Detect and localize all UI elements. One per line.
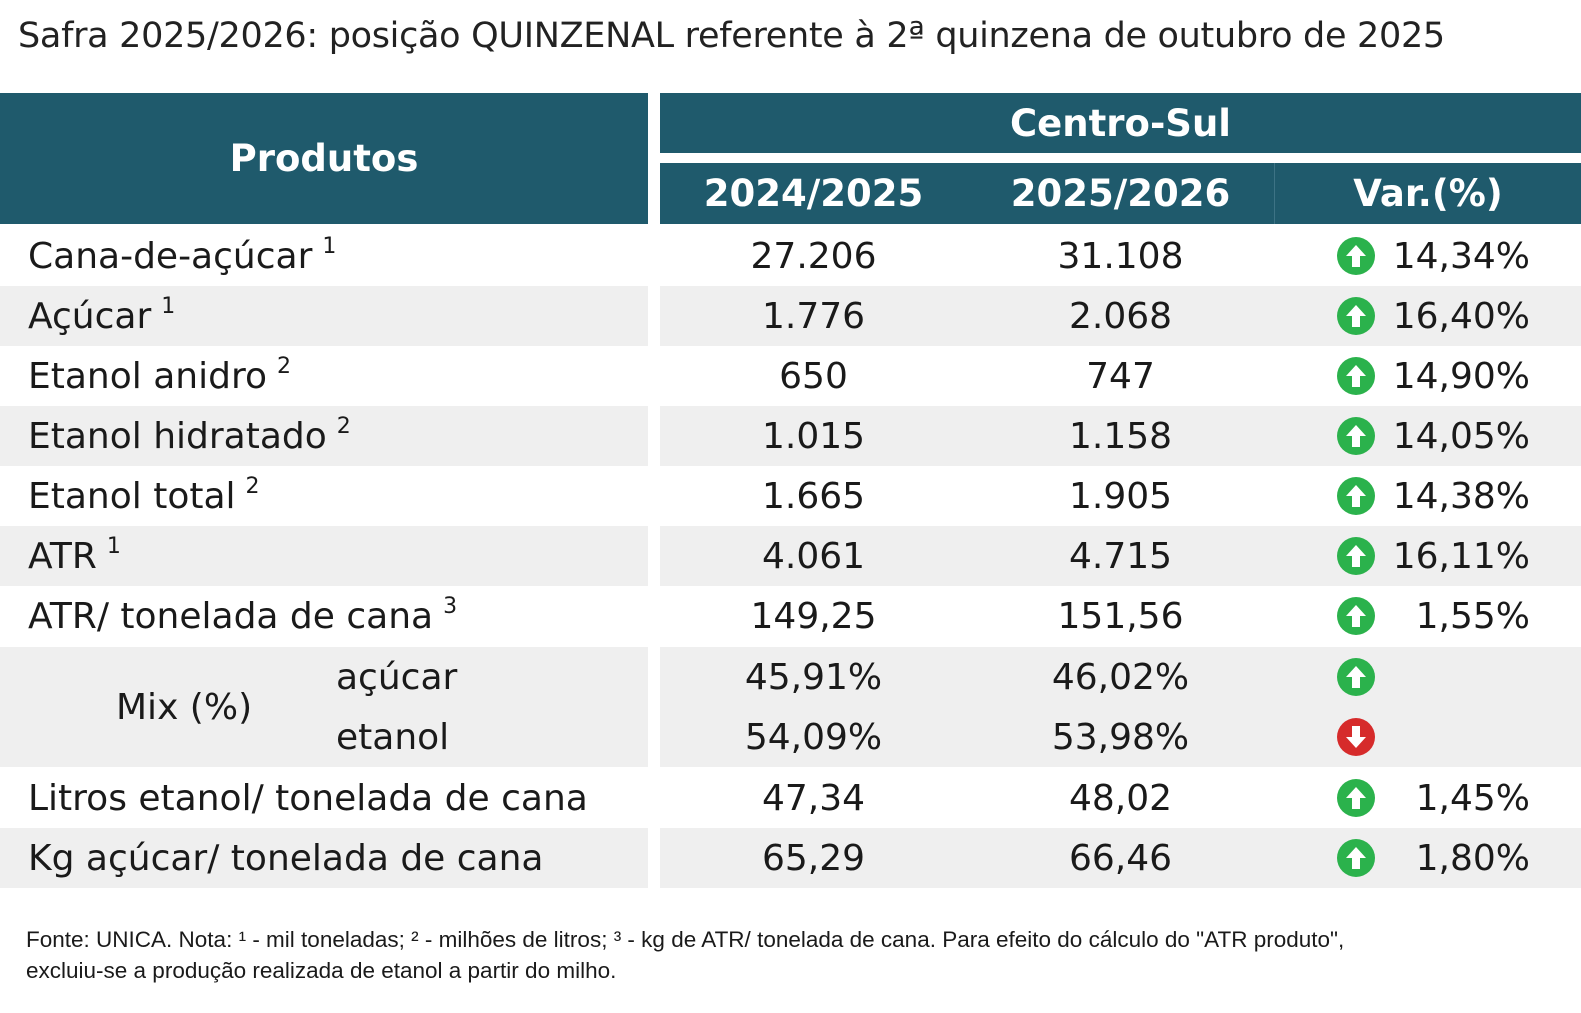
footnote-line-2: excluiu-se a produção realizada de etano…: [26, 958, 617, 983]
value-2025-2026: 66,46: [1068, 837, 1173, 879]
table-row: Cana-de-açúcar 1 27.206 31.108 14,34%: [0, 226, 1581, 286]
mix-row: Mix (%) açúcar 45,91% 46,02% etanol 54,0…: [0, 647, 1581, 767]
row-label: Cana-de-açúcar 1: [28, 233, 337, 277]
value-var: 1,45%: [1415, 777, 1530, 819]
header-col-var: Var.(%): [1275, 163, 1581, 224]
value-2025-2026: 747: [1086, 355, 1155, 397]
arrow-up-circle-icon: [1337, 417, 1375, 455]
row-label: Etanol total 2: [28, 473, 260, 517]
value-2024-2025: 149,25: [750, 595, 877, 637]
table-row: Etanol total 2 1.665 1.905 14,38%: [0, 466, 1581, 526]
value-2024-2025: 1.776: [761, 295, 866, 337]
arrow-up-circle-icon: [1337, 658, 1375, 696]
arrow-down-circle-icon: [1337, 718, 1375, 756]
row-label: ATR 1: [28, 533, 121, 577]
row-label: Açúcar 1: [28, 293, 176, 337]
header-region: Centro-Sul: [660, 93, 1581, 153]
table-row: ATR 1 4.061 4.715 16,11%: [0, 526, 1581, 586]
value-var: 16,40%: [1392, 295, 1530, 337]
row-label: ATR/ tonelada de cana 3: [28, 593, 458, 637]
arrow-up-circle-icon: [1337, 237, 1375, 275]
footnote: Fonte: UNICA. Nota: ¹ - mil toneladas; ²…: [26, 924, 1344, 986]
header-col-2024-2025: 2024/2025: [660, 163, 967, 224]
value-2024-2025: 650: [779, 355, 848, 397]
value-var: 14,05%: [1392, 415, 1530, 457]
value-2025-2026: 48,02: [1068, 777, 1173, 819]
mix-acucar-2024-2025: 45,91%: [744, 656, 883, 698]
table-row: Açúcar 1 1.776 2.068 16,40%: [0, 286, 1581, 346]
value-2024-2025: 4.061: [761, 535, 866, 577]
value-2025-2026: 1.158: [1068, 415, 1173, 457]
value-var: 14,90%: [1392, 355, 1530, 397]
mix-label: Mix (%): [116, 686, 253, 728]
row-label: Litros etanol/ tonelada de cana: [28, 777, 588, 819]
value-2024-2025: 47,34: [761, 777, 866, 819]
arrow-up-circle-icon: [1337, 779, 1375, 817]
value-2025-2026: 1.905: [1068, 475, 1173, 517]
value-2024-2025: 1.015: [761, 415, 866, 457]
arrow-up-circle-icon: [1337, 839, 1375, 877]
value-var: 14,34%: [1392, 235, 1530, 277]
value-2025-2026: 31.108: [1057, 235, 1184, 277]
mix-etanol-label: etanol: [336, 716, 450, 758]
table-row: Litros etanol/ tonelada de cana 47,34 48…: [0, 768, 1581, 828]
arrow-up-circle-icon: [1337, 477, 1375, 515]
value-var: 1,80%: [1415, 837, 1530, 879]
header-separator: [1274, 163, 1275, 224]
mix-acucar-2025-2026: 46,02%: [1051, 656, 1190, 698]
value-var: 16,11%: [1392, 535, 1530, 577]
arrow-up-circle-icon: [1337, 537, 1375, 575]
footnote-line-1: Fonte: UNICA. Nota: ¹ - mil toneladas; ²…: [26, 927, 1345, 952]
value-var: 1,55%: [1415, 595, 1530, 637]
mix-etanol-2024-2025: 54,09%: [744, 716, 883, 758]
table-row: Kg açúcar/ tonelada de cana 65,29 66,46 …: [0, 828, 1581, 888]
page-title: Safra 2025/2026: posição QUINZENAL refer…: [18, 16, 1445, 56]
row-label: Etanol anidro 2: [28, 353, 291, 397]
mix-etanol-2025-2026: 53,98%: [1051, 716, 1190, 758]
row-label: Kg açúcar/ tonelada de cana: [28, 837, 544, 879]
table-row: ATR/ tonelada de cana 3 149,25 151,56 1,5…: [0, 586, 1581, 646]
value-2025-2026: 151,56: [1057, 595, 1184, 637]
value-2025-2026: 4.715: [1068, 535, 1173, 577]
arrow-up-circle-icon: [1337, 297, 1375, 335]
header-produtos: Produtos: [0, 93, 648, 224]
value-2024-2025: 27.206: [750, 235, 877, 277]
value-2024-2025: 65,29: [761, 837, 866, 879]
header-col-2025-2026: 2025/2026: [967, 163, 1274, 224]
table-row: Etanol anidro 2 650 747 14,90%: [0, 346, 1581, 406]
table-row: Etanol hidratado 2 1.015 1.158 14,05%: [0, 406, 1581, 466]
arrow-up-circle-icon: [1337, 597, 1375, 635]
value-2025-2026: 2.068: [1068, 295, 1173, 337]
row-label: Etanol hidratado 2: [28, 413, 351, 457]
value-var: 14,38%: [1392, 475, 1530, 517]
arrow-up-circle-icon: [1337, 357, 1375, 395]
value-2024-2025: 1.665: [761, 475, 866, 517]
mix-acucar-label: açúcar: [336, 656, 458, 698]
